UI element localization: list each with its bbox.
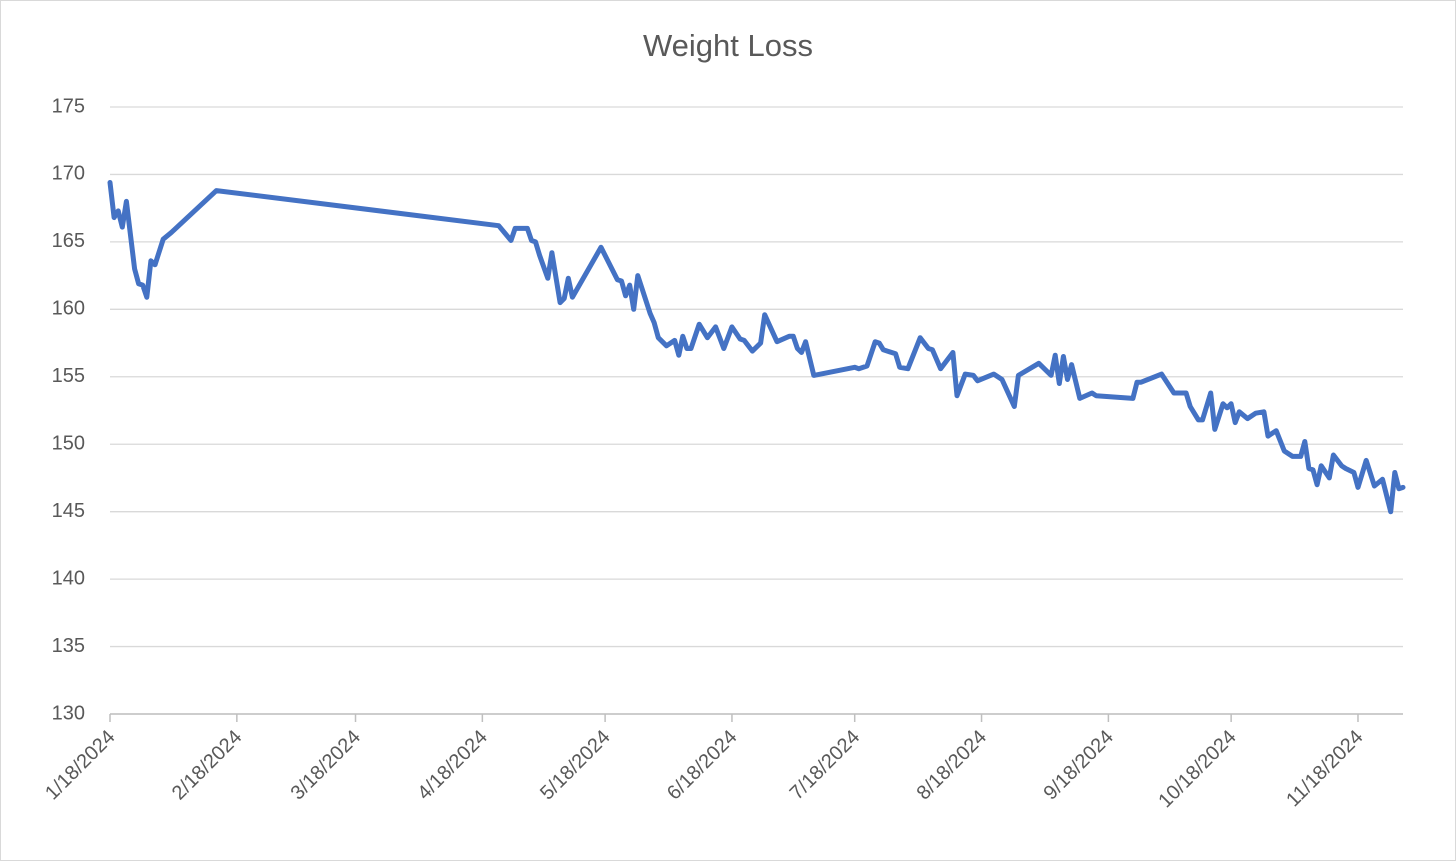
y-tick-label: 155 [52, 365, 85, 387]
y-tick-label: 150 [52, 433, 85, 455]
y-tick-label: 135 [52, 635, 85, 657]
y-tick-label: 170 [52, 163, 85, 185]
y-tick-label: 165 [52, 230, 85, 252]
data-line [107, 180, 1406, 515]
y-tick-label: 175 [52, 95, 85, 117]
y-tick-label: 145 [52, 500, 85, 522]
y-tick-label: 160 [52, 298, 85, 320]
y-tick-label: 140 [52, 567, 85, 589]
chart-title: Weight Loss [643, 28, 813, 63]
y-tick-label: 130 [52, 702, 85, 724]
